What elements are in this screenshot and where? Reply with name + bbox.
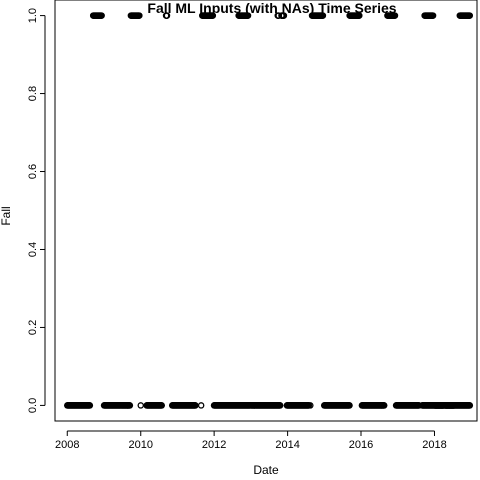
data-point [137,402,144,409]
data-point [391,12,399,19]
data-point [429,12,437,19]
y-tick-label: 0.8 [27,86,39,101]
data-point [136,12,143,19]
data-point [158,402,166,409]
data-point [356,12,363,19]
y-tick-label: 1.0 [27,8,39,23]
data-point [244,12,252,19]
y-tick-label: 0.4 [27,242,39,257]
y-tick-label: 0.2 [27,320,39,335]
x-axis-label: Date [253,463,279,477]
x-tick-label: 2018 [422,439,446,451]
x-tick-label: 2014 [275,439,299,451]
data-point [197,402,205,409]
data-points [64,12,474,409]
x-axis: 2008 2010 2012 2014 2016 2018 [55,430,447,451]
y-axis-label: Fall [0,206,13,225]
plot-frame [54,0,478,422]
x-tick-label: 2008 [55,439,79,451]
y-tick-label: 0.6 [27,164,39,179]
data-point [98,12,105,19]
data-point [280,12,288,19]
x-tick-label: 2016 [349,439,373,451]
y-tick-label: 0.0 [27,398,39,413]
data-point [126,402,134,409]
data-point [163,12,171,19]
data-point [319,12,327,19]
y-axis: 0.0 0.2 0.4 0.6 0.8 1.0 [27,8,46,413]
x-tick-label: 2010 [129,439,153,451]
x-tick-label: 2012 [202,439,226,451]
data-point [380,402,388,409]
chart-title: Fall ML Inputs (with NAs) Time Series [147,0,396,16]
data-point [466,12,474,19]
data-point [346,402,353,409]
data-point [86,402,94,409]
data-point [276,402,284,409]
data-point [307,402,314,409]
data-point [466,402,474,409]
data-point [209,12,217,19]
